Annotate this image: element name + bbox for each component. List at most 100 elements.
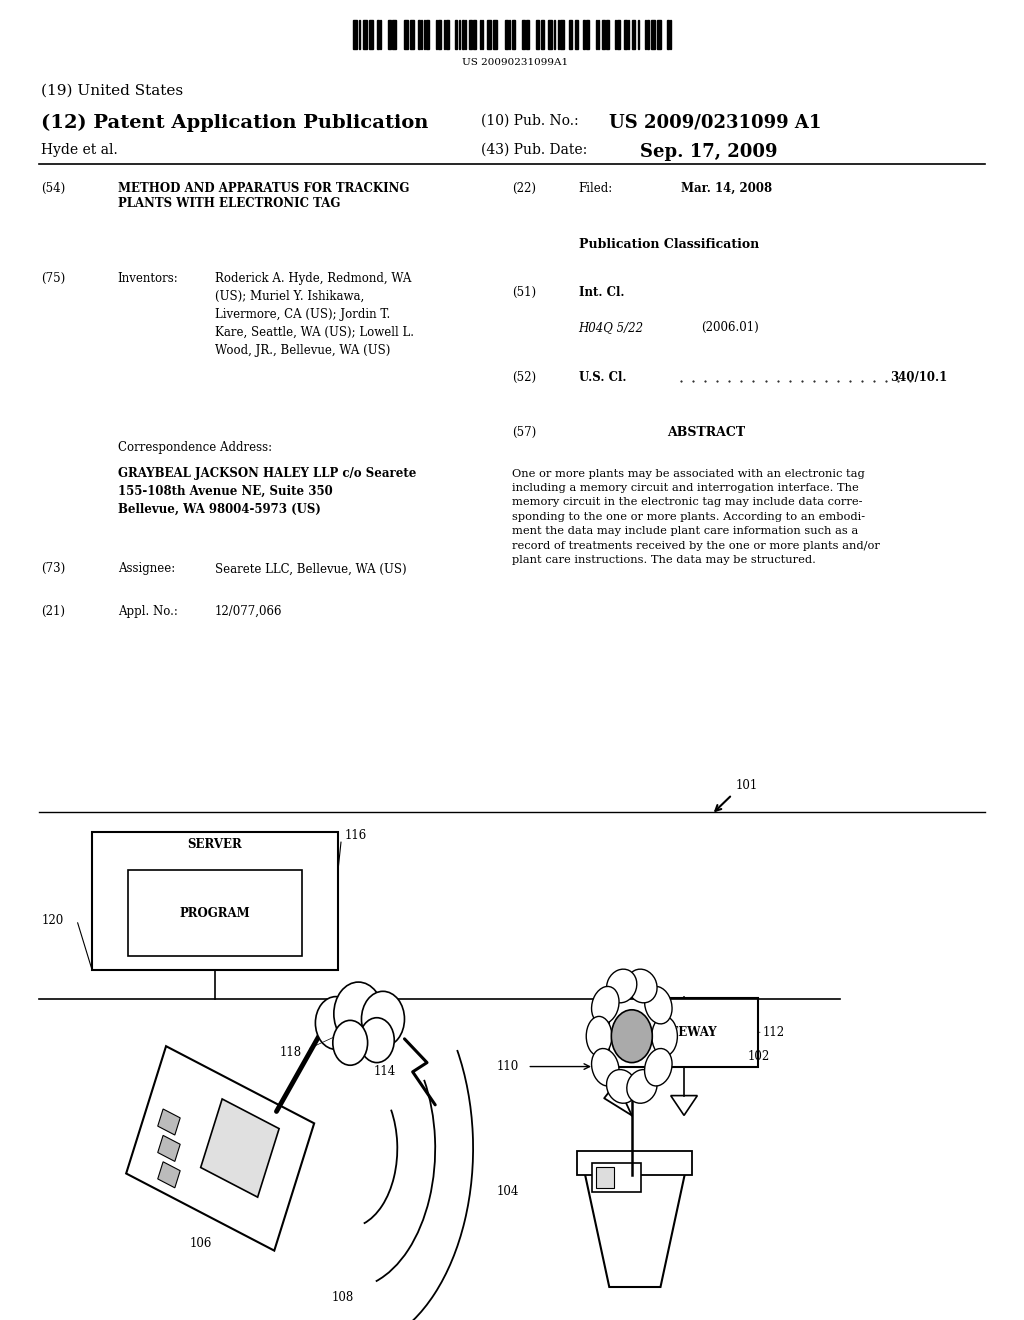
Text: (10) Pub. No.:: (10) Pub. No.: [481,114,579,128]
Bar [377,20,379,49]
Bar [557,20,559,49]
Circle shape [334,982,383,1045]
Bar [512,20,514,49]
Text: 120: 120 [41,913,63,927]
Circle shape [359,1018,394,1063]
Text: 116: 116 [345,829,368,842]
Text: US 20090231099A1: US 20090231099A1 [462,58,568,67]
Bar [370,20,374,49]
Bar [444,20,445,49]
Bar [602,20,604,49]
Text: (54): (54) [41,182,66,195]
Polygon shape [201,1100,280,1197]
Bar [459,20,460,49]
Bar [596,20,597,49]
Bar [473,20,476,49]
Ellipse shape [627,1069,657,1104]
Bar [670,20,671,49]
Bar [554,20,555,49]
Text: Inventors:: Inventors: [118,272,178,285]
Bar [404,20,409,49]
Polygon shape [158,1162,180,1188]
Bar [505,20,508,49]
Bar [486,20,490,49]
Bar [606,20,609,49]
Text: GRAYBEAL JACKSON HALEY LLP c/o Searete
155-108th Avenue NE, Suite 350
Bellevue, : GRAYBEAL JACKSON HALEY LLP c/o Searete 1… [118,467,416,516]
Bar [421,20,422,49]
Bar [583,20,585,49]
Text: (51): (51) [512,286,537,300]
Circle shape [333,1020,368,1065]
Bar [651,20,655,49]
Text: U.S. Cl.: U.S. Cl. [579,371,626,384]
Text: (57): (57) [512,426,537,440]
Text: 112: 112 [763,1026,785,1039]
Bar [617,20,620,49]
Bar [418,20,420,49]
Bar [632,20,636,49]
Text: One or more plants may be associated with an electronic tag
including a memory c: One or more plants may be associated wit… [512,469,880,565]
Text: (19) United States: (19) United States [41,83,183,98]
Text: 340/10.1: 340/10.1 [890,371,947,384]
Text: (12) Patent Application Publication: (12) Patent Application Publication [41,114,428,132]
FancyBboxPatch shape [596,1167,614,1188]
Bar [647,20,648,49]
Text: (2006.01): (2006.01) [701,321,759,334]
Bar [482,20,483,49]
Bar [392,20,396,49]
Circle shape [361,991,404,1047]
Bar [628,20,630,49]
FancyBboxPatch shape [609,998,758,1067]
Bar [509,20,510,49]
Text: (75): (75) [41,272,66,285]
Bar [522,20,524,49]
Text: Sep. 17, 2009: Sep. 17, 2009 [640,143,777,161]
FancyBboxPatch shape [592,1163,641,1192]
Bar [411,20,414,49]
Bar [574,20,579,49]
Text: Int. Cl.: Int. Cl. [579,286,624,300]
Text: PROGRAM: PROGRAM [180,907,250,920]
Bar [388,20,391,49]
Bar [469,20,472,49]
Polygon shape [126,1047,314,1250]
Text: 102: 102 [748,1049,770,1063]
Text: Searete LLC, Bellevue, WA (US): Searete LLC, Bellevue, WA (US) [215,562,407,576]
Bar [624,20,627,49]
Bar [364,20,368,49]
Bar [645,20,646,49]
Text: 12/077,066: 12/077,066 [215,605,283,618]
Bar [353,20,357,49]
Text: 114: 114 [374,1065,396,1078]
Text: Publication Classification: Publication Classification [579,238,759,251]
Ellipse shape [606,969,637,1003]
Ellipse shape [606,1069,637,1104]
Bar [465,20,466,49]
Ellipse shape [644,1048,672,1086]
Bar [638,20,639,49]
Bar [586,20,590,49]
Text: Mar. 14, 2008: Mar. 14, 2008 [681,182,772,195]
Text: GATEWAY: GATEWAY [651,1026,717,1039]
Bar [514,20,515,49]
Text: 110: 110 [497,1060,519,1073]
Bar [380,20,381,49]
Bar [426,20,429,49]
Text: ABSTRACT: ABSTRACT [668,426,745,440]
FancyBboxPatch shape [128,870,302,956]
Bar [359,20,360,49]
Ellipse shape [592,1048,620,1086]
Text: METHOD AND APPARATUS FOR TRACKING
PLANTS WITH ELECTRONIC TAG: METHOD AND APPARATUS FOR TRACKING PLANTS… [118,182,410,210]
Ellipse shape [652,1016,678,1056]
Bar [462,20,464,49]
Bar [424,20,425,49]
Text: US 2009/0231099 A1: US 2009/0231099 A1 [609,114,821,132]
Polygon shape [584,1168,686,1287]
Bar [526,20,528,49]
Ellipse shape [592,986,620,1024]
Text: 101: 101 [735,779,758,792]
Text: Hyde et al.: Hyde et al. [41,143,118,157]
Text: (22): (22) [512,182,536,195]
FancyBboxPatch shape [577,1151,692,1175]
Bar [480,20,481,49]
